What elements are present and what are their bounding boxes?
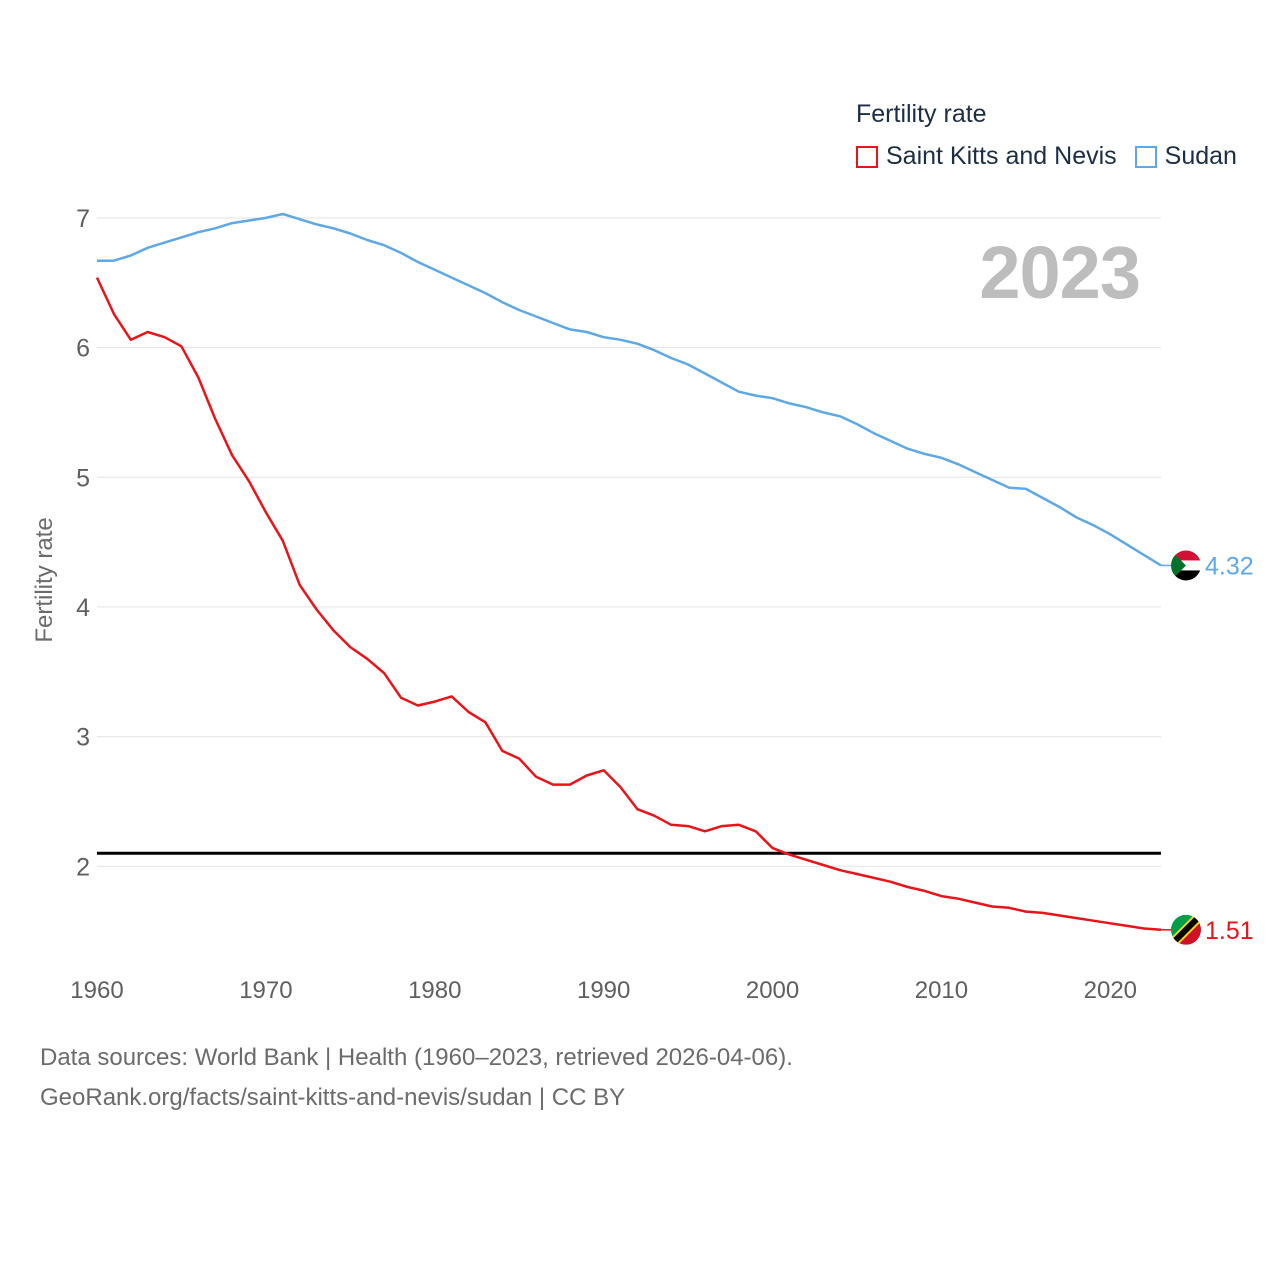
- y-axis-label: Fertility rate: [31, 517, 58, 642]
- footer-attribution[interactable]: GeoRank.org/facts/saint-kitts-and-nevis/…: [40, 1084, 626, 1111]
- legend-swatch-sudan: [1134, 145, 1157, 168]
- legend-swatch-saint-kitts: [856, 145, 878, 168]
- y-tick-label-5: 5: [76, 464, 90, 492]
- x-tick-label-1980: 1980: [408, 977, 461, 1004]
- sudan-flag-icon: [1171, 550, 1201, 581]
- legend: Saint Kitts and Nevis Sudan: [856, 142, 1255, 171]
- x-tick-label-2020: 2020: [1084, 977, 1137, 1004]
- y-tick-label-4: 4: [76, 594, 90, 622]
- x-tick-label-2010: 2010: [915, 977, 968, 1004]
- end-value-label-sudan: 4.32: [1205, 552, 1254, 580]
- saint-kitts-and-nevis-flag-icon: [1171, 914, 1201, 945]
- footer-sources: Data sources: World Bank | Health (1960–…: [40, 1044, 793, 1071]
- y-tick-label-6: 6: [76, 335, 90, 363]
- x-tick-label-1960: 1960: [70, 977, 123, 1004]
- series-line-saint-kitts-and-nevis[interactable]: [95, 277, 1162, 932]
- y-tick-label-2: 2: [76, 853, 90, 881]
- current-year-label: 2023: [979, 231, 1141, 314]
- legend-label-saint-kitts: Saint Kitts and Nevis: [886, 142, 1117, 170]
- x-tick-label-1970: 1970: [239, 977, 292, 1004]
- legend-label-sudan: Sudan: [1164, 142, 1237, 170]
- legend-title: Fertility rate: [856, 100, 987, 128]
- legend-item-sudan[interactable]: Sudan: [1134, 142, 1237, 171]
- y-tick-label-7: 7: [76, 205, 90, 233]
- end-value-label-saint-kitts-and-nevis: 1.51: [1205, 917, 1254, 945]
- y-tick-label-3: 3: [76, 724, 90, 752]
- series-line-sudan[interactable]: [97, 212, 1162, 567]
- x-tick-label-1990: 1990: [577, 977, 630, 1004]
- x-tick-label-2000: 2000: [746, 977, 799, 1004]
- legend-item-saint-kitts[interactable]: Saint Kitts and Nevis: [856, 142, 1117, 171]
